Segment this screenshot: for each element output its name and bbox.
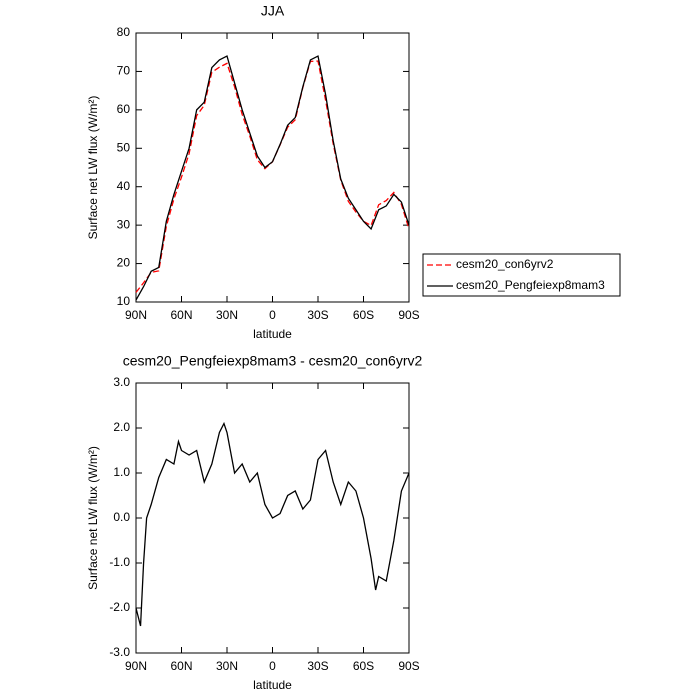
y-tick-label: 80 — [117, 25, 131, 39]
x-tick-label: 30S — [307, 659, 328, 673]
y-tick-label: 20 — [117, 256, 131, 270]
y-tick-label: 10 — [117, 294, 131, 308]
y-tick-label: 50 — [117, 140, 131, 154]
x-tick-label: 90N — [125, 308, 147, 322]
y-tick-label: 1.0 — [113, 465, 130, 479]
y-tick-label: 40 — [117, 179, 131, 193]
legend-label: cesm20_Pengfeiexp8mam3 — [456, 278, 605, 292]
y-tick-label: -1.0 — [109, 555, 130, 569]
legend-label: cesm20_con6yrv2 — [456, 257, 554, 271]
y-tick-label: 0.0 — [113, 510, 130, 524]
x-tick-label: 30N — [216, 659, 238, 673]
x-tick-label: 30S — [307, 308, 328, 322]
y-tick-label: -2.0 — [109, 600, 130, 614]
y-tick-label: -3.0 — [109, 645, 130, 659]
x-tick-label: 60S — [353, 308, 374, 322]
plot-frame — [135, 32, 410, 303]
x-tick-label: 90N — [125, 659, 147, 673]
x-tick-label: 90S — [398, 659, 419, 673]
x-tick-label: 60N — [170, 308, 192, 322]
y-tick-label: 30 — [117, 217, 131, 231]
data-line — [135, 55, 410, 301]
y-tick-label: 3.0 — [113, 375, 130, 389]
x-tick-label: 0 — [269, 659, 276, 673]
y-tick-label: 70 — [117, 64, 131, 78]
legend-box — [422, 253, 621, 297]
x-tick-label: 60N — [170, 659, 192, 673]
chart-title: cesm20_Pengfeiexp8mam3 - cesm20_con6yrv2 — [123, 353, 423, 369]
y-axis-label: Surface net LW flux (W/m²) — [86, 446, 100, 590]
x-tick-label: 0 — [269, 308, 276, 322]
chart-title: JJA — [261, 3, 285, 19]
y-tick-label: 2.0 — [113, 420, 130, 434]
x-tick-label: 30N — [216, 308, 238, 322]
x-tick-label: 60S — [353, 659, 374, 673]
data-line — [135, 421, 410, 627]
x-tick-label: 90S — [398, 308, 419, 322]
data-line — [135, 60, 410, 293]
y-tick-label: 60 — [117, 102, 131, 116]
y-axis-label: Surface net LW flux (W/m²) — [86, 96, 100, 240]
x-axis-label: latitude — [253, 327, 292, 341]
x-axis-label: latitude — [253, 678, 292, 692]
